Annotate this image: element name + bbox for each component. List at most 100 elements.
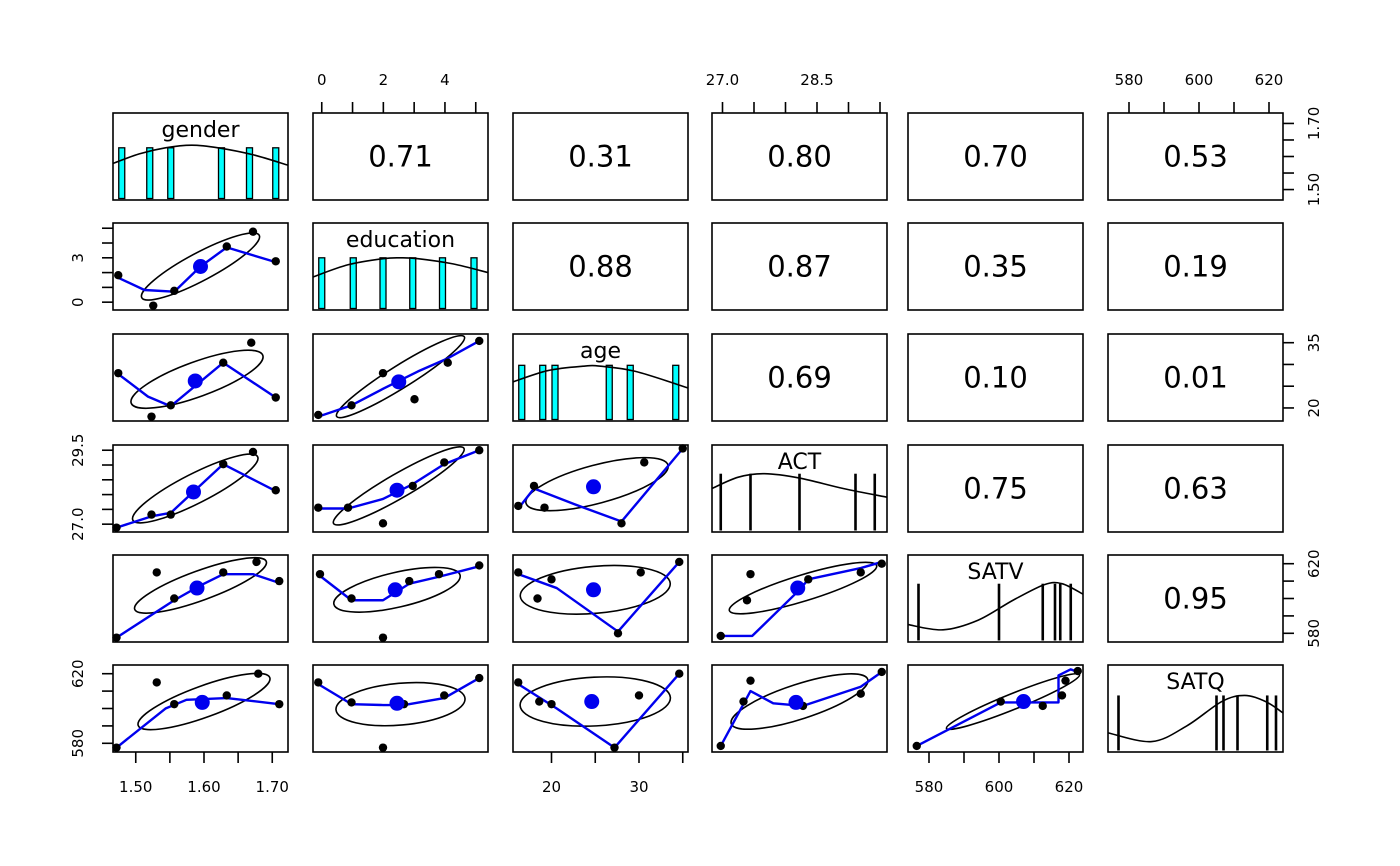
- data-point-ACT-gender-5: [271, 486, 280, 495]
- ellipse-education-gender: [140, 232, 261, 301]
- x-tick-label-age-30: 30: [629, 778, 648, 796]
- lowess-line-SATV-age: [517, 561, 681, 633]
- data-point-age-gender-4: [271, 393, 280, 402]
- data-point-SATQ-age-4: [675, 669, 684, 678]
- density-curve-SATV: [907, 581, 1084, 631]
- hist-bar-gender-4: [245, 147, 254, 200]
- hist-bar-education-0: [318, 257, 326, 310]
- hist-bar-education-1: [349, 257, 357, 310]
- cell-box-education-SATQ: [1107, 222, 1284, 311]
- lowess-line-SATV-gender: [115, 572, 280, 639]
- data-point-age-education-1: [347, 401, 356, 410]
- data-point-SATV-education-1: [347, 594, 356, 603]
- diagonal-label-ACT: ACT: [778, 450, 822, 475]
- data-point-SATV-gender-0: [112, 633, 121, 642]
- diagonal-label-gender: gender: [162, 118, 241, 143]
- data-point-ACT-education-4: [440, 458, 449, 467]
- data-point-ACT-gender-3: [248, 447, 258, 457]
- x-tick-label-ACT-27.0: 27.0: [706, 71, 739, 89]
- data-point-SATQ-SATV-5: [1073, 666, 1082, 676]
- y-tick-label-education-3: 3: [69, 253, 87, 263]
- correlation-education-SATQ: 0.19: [1163, 250, 1228, 284]
- hist-bar-education-5: [470, 257, 478, 310]
- hist-bar-SATQ-3: [1236, 695, 1239, 751]
- data-point-SATQ-ACT-3: [856, 689, 865, 698]
- x-tick-label-age-20: 20: [542, 778, 561, 796]
- data-point-SATQ-gender-5: [275, 699, 284, 709]
- hist-bar-SATQ-5: [1274, 695, 1278, 751]
- data-point-SATV-age-4: [636, 568, 645, 577]
- mean-dot-SATQ-education: [389, 695, 405, 711]
- ellipse-SATV-gender: [133, 556, 268, 614]
- hist-bar-ACT-3: [854, 473, 857, 531]
- ellipse-age-gender: [130, 349, 264, 410]
- data-point-ACT-gender-0: [112, 523, 121, 532]
- hist-bar-SATQ-1: [1215, 695, 1218, 751]
- data-point-SATV-ACT-0: [746, 569, 755, 579]
- mean-dot-SATQ-age: [584, 694, 600, 710]
- data-point-SATQ-age-1: [535, 697, 544, 706]
- correlation-gender-education: 0.71: [368, 140, 433, 174]
- hist-bar-SATV-5: [1069, 583, 1073, 641]
- density-curve-SATQ: [1107, 694, 1284, 743]
- x-tick-label-SATQ-620: 620: [1255, 71, 1284, 89]
- diagonal-label-education: education: [346, 228, 455, 253]
- data-point-SATQ-education-0: [314, 678, 323, 687]
- cell-box-SATQ-SATV: [907, 664, 1084, 753]
- correlation-gender-ACT: 0.80: [767, 140, 832, 174]
- data-point-ACT-age-4: [640, 458, 649, 467]
- mean-dot-ACT-age: [586, 479, 601, 495]
- ellipse-ACT-education: [332, 446, 466, 526]
- data-point-age-gender-1: [114, 368, 123, 378]
- correlation-education-ACT: 0.87: [767, 250, 832, 284]
- cell-box-SATQ-SATQ: [1107, 664, 1284, 753]
- data-point-age-gender-2: [166, 401, 175, 410]
- x-tick-label-SATQ-600: 600: [1185, 71, 1214, 89]
- x-tick-label-SATV-580: 580: [915, 778, 944, 796]
- density-curve-education: [312, 256, 489, 278]
- hist-bar-education-3: [409, 257, 417, 310]
- data-point-SATQ-SATV-1: [996, 697, 1005, 706]
- hist-bar-age-0: [518, 364, 526, 421]
- x-tick-label-ACT-28.5: 28.5: [800, 71, 833, 89]
- x-tick-label-education-0: 0: [317, 71, 327, 89]
- data-point-ACT-age-5: [678, 444, 687, 453]
- y-tick-label-ACT-29.5: 29.5: [69, 434, 87, 467]
- data-point-SATQ-ACT-2: [739, 697, 748, 706]
- x-tick-label-gender-1.60: 1.60: [187, 778, 220, 796]
- mean-dot-SATV-age: [586, 582, 601, 598]
- correlation-age-SATQ: 0.01: [1163, 361, 1228, 395]
- correlation-SATV-SATQ: 0.95: [1163, 582, 1228, 616]
- mean-dot-SATV-gender: [189, 580, 205, 596]
- data-point-age-gender-0: [247, 338, 256, 347]
- correlation-gender-age: 0.31: [568, 140, 633, 174]
- data-point-SATV-age-2: [547, 575, 556, 584]
- cell-box-gender-ACT: [711, 112, 888, 201]
- hist-bar-gender-5: [272, 147, 280, 200]
- mean-dot-education-gender: [193, 259, 208, 274]
- y-tick-label-age-35: 35: [1305, 333, 1323, 352]
- data-point-SATQ-education-5: [475, 673, 484, 683]
- hist-bar-gender-1: [146, 147, 154, 200]
- cell-box-ACT-gender: [112, 444, 289, 533]
- correlation-age-ACT: 0.69: [767, 361, 832, 395]
- data-point-SATQ-SATV-4: [1061, 676, 1070, 685]
- data-point-education-gender-1: [271, 257, 280, 266]
- cell-box-SATV-gender: [112, 554, 289, 643]
- cell-box-education-age: [512, 222, 689, 311]
- ellipse-ACT-gender: [131, 453, 259, 524]
- data-point-SATV-gender-2: [170, 594, 179, 603]
- data-point-age-gender-3: [219, 358, 228, 367]
- hist-bar-gender-3: [217, 147, 226, 200]
- data-point-SATV-age-1: [533, 594, 542, 603]
- ellipse-SATQ-gender: [137, 672, 271, 731]
- mean-dot-age-gender: [187, 373, 203, 389]
- x-tick-label-SATV-600: 600: [985, 778, 1014, 796]
- hist-bar-SATV-4: [1058, 583, 1062, 641]
- data-point-SATV-education-2: [378, 633, 388, 642]
- y-tick-label-education-0: 0: [69, 297, 87, 307]
- x-tick-label-SATV-620: 620: [1055, 778, 1084, 796]
- correlation-gender-SATV: 0.70: [963, 140, 1028, 174]
- data-point-SATV-ACT-4: [856, 568, 865, 577]
- mean-dot-ACT-gender: [186, 484, 201, 500]
